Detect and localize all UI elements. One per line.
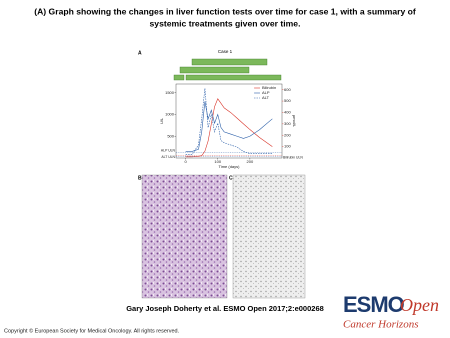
copyright: Copyright © European Society for Medical… xyxy=(4,327,180,334)
x-axis-label: Time (days) xyxy=(219,164,241,169)
series-line xyxy=(185,88,273,155)
x-tick-label: 200 xyxy=(247,159,254,164)
logo-brand: ESMO xyxy=(343,292,405,317)
y2-tick-label: 100 xyxy=(284,144,291,149)
legend-label: ALT xyxy=(262,95,270,100)
treatment-bar xyxy=(179,66,250,74)
title-line: systemic treatments given over time. xyxy=(150,18,301,28)
y2-tick-label: 500 xyxy=(284,98,291,103)
panel-a: A Case 1 0 100 200 500 1000 1500 100 200 300 400 50… xyxy=(138,49,303,169)
y2-tick-label: 400 xyxy=(284,110,291,115)
logo: ESMO Open Cancer Horizons xyxy=(343,292,439,331)
panel-label: B xyxy=(138,175,142,181)
treatment-bar xyxy=(185,74,282,81)
logo-tagline: Cancer Horizons xyxy=(343,319,418,331)
citation: Gary Joseph Doherty et al. ESMO Open 201… xyxy=(126,304,324,313)
panel-label: A xyxy=(138,50,142,56)
legend-label: ALP xyxy=(262,90,270,95)
y2-axis-label: µmol/L xyxy=(292,115,297,128)
histology-image xyxy=(232,174,306,299)
panel-c: C xyxy=(229,174,306,299)
legend-label: Bilirubin xyxy=(262,85,276,90)
y-tick-label: 1500 xyxy=(165,90,175,95)
histology-image xyxy=(141,174,228,299)
treatment-bar xyxy=(191,58,268,66)
y2-tick-label: 600 xyxy=(284,87,291,92)
logo-suffix: Open xyxy=(400,295,439,315)
y-axis-label: U/L xyxy=(159,117,164,124)
series-line xyxy=(185,98,273,158)
reference-label: ALP ULN xyxy=(161,149,176,153)
y2-tick-label: 200 xyxy=(284,132,291,137)
treatment-bar xyxy=(173,74,185,81)
chart-title: Case 1 xyxy=(218,49,233,54)
x-tick-label: 100 xyxy=(214,159,221,164)
series-line xyxy=(185,101,273,152)
reference-label: Bilirubin ULN xyxy=(283,155,303,159)
title-line: (A) Graph showing the changes in liver f… xyxy=(34,6,416,16)
y-tick-label: 500 xyxy=(167,133,174,138)
y-tick-label: 1000 xyxy=(165,112,175,117)
panel-label: C xyxy=(229,175,233,181)
reference-label: ALT ULN xyxy=(161,155,175,159)
plot-frame xyxy=(175,83,283,159)
y2-tick-label: 300 xyxy=(284,121,291,126)
x-tick-label: 0 xyxy=(185,159,188,164)
panel-b: B xyxy=(138,174,228,299)
